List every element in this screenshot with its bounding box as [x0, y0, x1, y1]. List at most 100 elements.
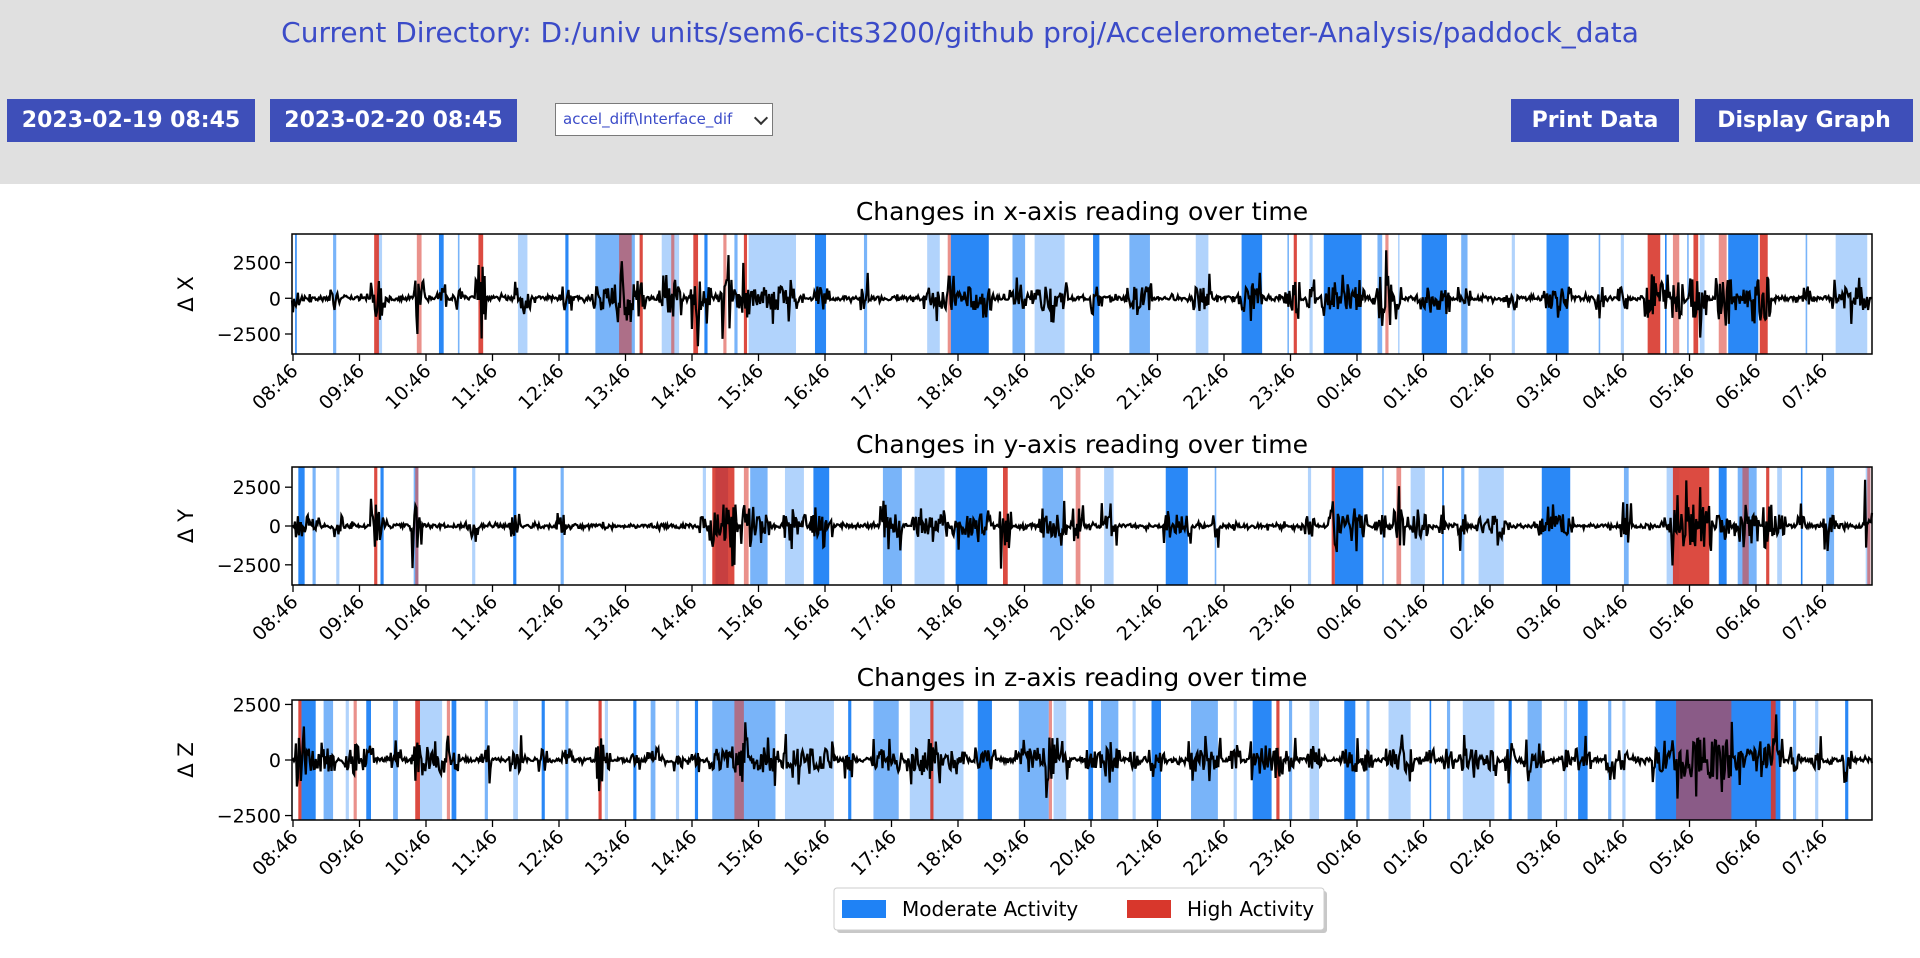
moderate-activity-band [704, 234, 708, 354]
x-tick-label: 00:46 [1312, 591, 1366, 645]
signal-trace [292, 479, 1874, 569]
x-tick-label: 23:46 [1246, 360, 1300, 414]
moderate-activity-band [1546, 234, 1569, 354]
x-tick-label: 03:46 [1512, 591, 1566, 645]
x-tick-label: 17:46 [847, 360, 901, 414]
moderate-activity-band [1793, 700, 1797, 820]
x-tick-label: 22:46 [1179, 591, 1233, 645]
moderate-activity-band [1845, 700, 1849, 820]
signal-trace [291, 714, 1874, 799]
moderate-activity-band [517, 234, 528, 354]
display-graph-button[interactable]: Display Graph [1695, 99, 1913, 142]
x-tick-label: 14:46 [647, 591, 701, 645]
x-tick-label: 06:46 [1711, 360, 1765, 414]
y-axis-label: Δ Z [174, 742, 198, 777]
print-data-button[interactable]: Print Data [1511, 99, 1679, 142]
x-tick-label: 14:46 [647, 826, 701, 880]
x-tick-label: 18:46 [913, 591, 967, 645]
high-activity-band [743, 467, 749, 585]
x-tick-label: 15:46 [714, 360, 768, 414]
high-activity-band [1672, 234, 1680, 354]
legend-label: Moderate Activity [902, 897, 1078, 921]
moderate-activity-band [1129, 234, 1150, 354]
x-tick-label: 10:46 [381, 591, 435, 645]
moderate-activity-band [333, 234, 337, 354]
x-tick-label: 01:46 [1379, 360, 1433, 414]
x-tick-label: 22:46 [1179, 360, 1233, 414]
moderate-activity-band [1461, 234, 1468, 354]
y-tick-label: 2500 [233, 694, 281, 716]
y-tick-label: −2500 [217, 806, 281, 828]
x-tick-label: 18:46 [913, 360, 967, 414]
x-tick-label: 13:46 [581, 826, 635, 880]
chart-title: Changes in z-axis reading over time [857, 663, 1308, 692]
high-activity-band [1770, 700, 1776, 820]
high-activity-band [374, 234, 379, 354]
x-tick-label: 04:46 [1578, 591, 1632, 645]
x-tick-label: 13:46 [581, 360, 635, 414]
x-tick-label: 08:46 [248, 591, 302, 645]
x-tick-label: 02:46 [1445, 591, 1499, 645]
x-tick-label: 14:46 [647, 360, 701, 414]
x-tick-label: 04:46 [1578, 826, 1632, 880]
x-tick-label: 12:46 [514, 826, 568, 880]
moderate-activity-band [1511, 234, 1515, 354]
end-datetime-button[interactable]: 2023-02-20 08:45 [270, 99, 517, 142]
x-tick-label: 05:46 [1645, 360, 1699, 414]
x-tick-label: 01:46 [1379, 591, 1433, 645]
x-tick-label: 07:46 [1778, 360, 1832, 414]
x-tick-label: 19:46 [980, 360, 1034, 414]
x-tick-label: 08:46 [248, 826, 302, 880]
x-tick-label: 17:46 [847, 591, 901, 645]
x-tick-label: 05:46 [1645, 591, 1699, 645]
moderate-activity-band [295, 234, 297, 354]
x-tick-label: 06:46 [1711, 826, 1765, 880]
activity-bands [295, 234, 1868, 354]
x-tick-label: 19:46 [980, 826, 1034, 880]
high-activity-band [1385, 234, 1389, 354]
x-tick-label: 03:46 [1512, 826, 1566, 880]
high-activity-band [1867, 467, 1871, 585]
x-tick-label: 09:46 [315, 591, 369, 645]
x-tick-label: 20:46 [1046, 591, 1100, 645]
y-tick-label: 0 [269, 750, 281, 772]
x-tick-label: 23:46 [1246, 591, 1300, 645]
x-tick-label: 02:46 [1445, 826, 1499, 880]
y-tick-label: 2500 [233, 253, 281, 275]
moderate-activity-band [1398, 234, 1400, 354]
current-directory-label: Current Directory: D:/univ units/sem6-ci… [281, 16, 1639, 49]
moderate-activity-band [814, 234, 827, 354]
x-tick-label: 03:46 [1512, 360, 1566, 414]
x-tick-label: 23:46 [1246, 826, 1300, 880]
x-tick-label: 12:46 [514, 360, 568, 414]
y-tick-label: 0 [269, 288, 281, 310]
x-tick-label: 20:46 [1046, 360, 1100, 414]
x-tick-label: 19:46 [980, 591, 1034, 645]
legend-swatch [1127, 900, 1171, 918]
chart-1: Changes in y-axis reading over time 2500 0… [174, 430, 1874, 645]
y-tick-label: −2500 [217, 555, 281, 577]
x-tick-label: 11:46 [448, 826, 502, 880]
x-tick-label: 16:46 [780, 360, 834, 414]
legend-swatch [842, 900, 886, 918]
x-tick-label: 16:46 [780, 826, 834, 880]
x-tick-label: 00:46 [1312, 826, 1366, 880]
start-datetime-button[interactable]: 2023-02-19 08:45 [7, 99, 255, 142]
moderate-activity-band [1104, 467, 1114, 585]
chart-2: Changes in z-axis reading over time 2500 0… [174, 663, 1874, 880]
file-select-dropdown[interactable]: accel_diff\Interface_dif [555, 103, 773, 136]
x-tick-label: 16:46 [780, 591, 834, 645]
chart-title: Changes in y-axis reading over time [856, 430, 1308, 459]
chart-0: Changes in x-axis reading over time 2500 0… [174, 197, 1873, 414]
x-tick-label: 09:46 [315, 360, 369, 414]
x-tick-label: 08:46 [248, 360, 302, 414]
high-activity-band [446, 700, 450, 820]
x-tick-label: 07:46 [1778, 591, 1832, 645]
accelerometer-charts: Changes in x-axis reading over time 2500 0… [174, 197, 1874, 933]
x-tick-label: 21:46 [1113, 826, 1167, 880]
x-tick-label: 00:46 [1312, 360, 1366, 414]
file-select-value: accel_diff\Interface_dif [563, 110, 733, 128]
x-tick-label: 21:46 [1113, 360, 1167, 414]
legend-box [833, 887, 1325, 931]
toolbar-panel: Current Directory: D:/univ units/sem6-ci… [0, 0, 1920, 184]
